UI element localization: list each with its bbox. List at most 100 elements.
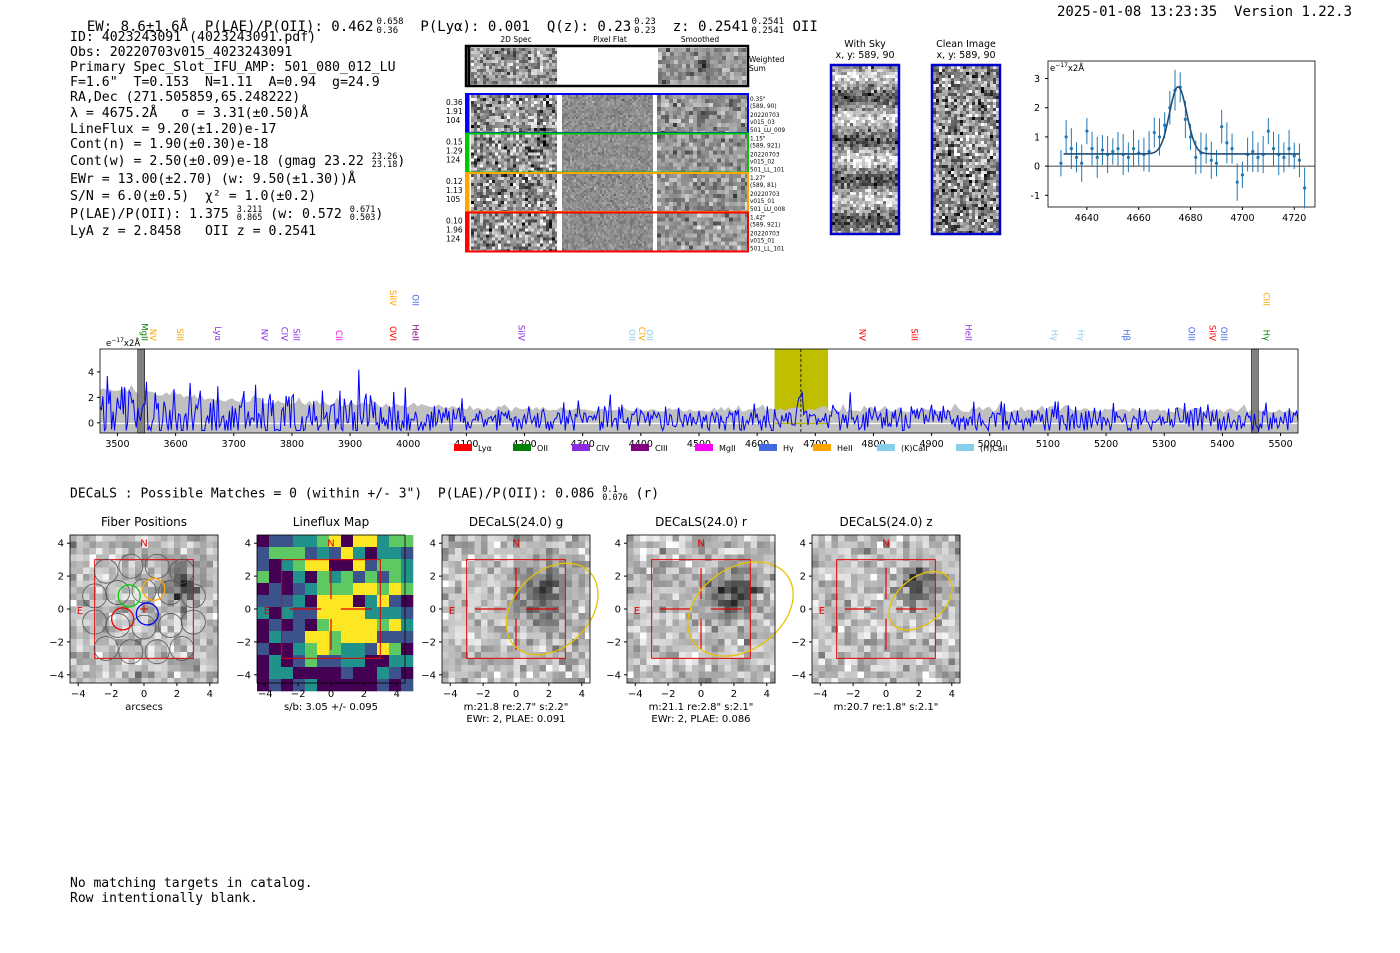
info-primary: Primary Spec_Slot_IFU_AMP: 501_080_012_L… <box>70 60 396 75</box>
lineflux-cell <box>329 679 342 692</box>
info-sn: S/N = 6.0(±0.5) χ² = 1.0(±0.2) <box>70 189 317 204</box>
panel-ellipse-4 <box>888 570 953 631</box>
line-label-3: Lyα <box>212 326 222 341</box>
fiber-circle <box>180 609 206 635</box>
row-1-gap2 <box>653 134 657 172</box>
row-1-detail-4: v015_02 <box>750 160 775 166</box>
zoom-data-point <box>1214 161 1219 165</box>
panel-ytick-label: −2 <box>236 637 251 648</box>
with-sky-title: With Sky <box>844 39 886 50</box>
lineflux-cell <box>377 571 390 584</box>
weighted-pixel-flat <box>557 48 655 84</box>
lineflux-cell <box>353 631 366 644</box>
lineflux-cell <box>281 559 294 572</box>
lineflux-cell <box>257 655 270 668</box>
fiber-circle <box>180 583 206 609</box>
weighted-label-2: Sum <box>749 64 766 73</box>
panel-xtick-label: 2 <box>731 689 737 700</box>
decals-matches: DECaLS : Possible Matches = 0 (within +/… <box>70 485 660 503</box>
zoom-xtick-label-0: 4640 <box>1075 213 1099 224</box>
zoom-data-point <box>1297 158 1302 162</box>
lineflux-cell <box>293 595 306 608</box>
lineflux-cell <box>401 655 414 668</box>
row-0-detail-2: (589, 90) <box>750 104 777 110</box>
zoom-ylabel: e−17x2Å <box>1050 62 1084 74</box>
full-ytick-label-0: 0 <box>88 418 94 429</box>
lineflux-cell <box>389 559 402 572</box>
lineflux-cell <box>341 655 354 668</box>
zoom-ytick-label-4: 3 <box>1034 74 1040 85</box>
lineflux-cell <box>365 535 378 548</box>
lineflux-cell <box>305 595 318 608</box>
panel-xtick-label: 0 <box>883 689 889 700</box>
lineflux-cell <box>329 607 342 620</box>
lineflux-cell <box>317 667 330 680</box>
full-xtick-label-3: 3800 <box>280 439 304 450</box>
fiber-circle <box>82 583 108 609</box>
line-label-24: OIII <box>1218 327 1228 341</box>
zoom-data-point <box>1111 149 1115 154</box>
lineflux-cell <box>293 643 306 656</box>
panel-xtick-label: 0 <box>698 689 704 700</box>
lineflux-cell <box>317 595 330 608</box>
lineflux-cell <box>353 535 366 548</box>
lineflux-cell <box>293 679 306 692</box>
lineflux-cell <box>281 547 294 560</box>
lineflux-cell <box>341 547 354 560</box>
lineflux-cell <box>269 655 282 668</box>
lineflux-cell <box>365 667 378 680</box>
row-1-weight-2: 1.29 <box>446 147 463 156</box>
panel-ytick-label: 0 <box>800 605 806 616</box>
lineflux-cell <box>281 619 294 632</box>
info-lineflux: LineFlux = 9.20(±1.20)e-17 <box>70 122 277 137</box>
lineflux-cell <box>365 559 378 572</box>
panel-title-2: DECaLS(24.0) g <box>469 515 563 529</box>
panel-caption1-0: arcsecs <box>125 702 163 713</box>
lineflux-cell <box>329 667 342 680</box>
row-2-gap2 <box>653 174 657 211</box>
with-sky-image <box>832 66 899 235</box>
lineflux-cell <box>389 631 402 644</box>
panel-ytick-label: 2 <box>245 572 251 583</box>
lineflux-cell <box>293 535 306 548</box>
full-xtick-label-17: 5200 <box>1094 439 1118 450</box>
legend-swatch-5 <box>759 444 777 451</box>
lineflux-cell <box>269 595 282 608</box>
panel-xtick-label: −2 <box>476 689 491 700</box>
info-lya: LyA z = 2.8458 OII z = 0.2541 <box>70 224 317 239</box>
zoom-data-point <box>1080 161 1084 165</box>
panel-xtick-label: 0 <box>513 689 519 700</box>
panel-ytick-label: −4 <box>49 670 64 681</box>
lineflux-cell <box>341 667 354 680</box>
row-3-pixel-flat <box>562 213 655 251</box>
lineflux-cell <box>353 595 366 608</box>
header-plya: P(Lyα): 0.001 <box>420 19 530 35</box>
fiber-circle <box>105 613 131 638</box>
line-label-23: SiIV <box>1207 325 1217 341</box>
row-0-weight-3: 104 <box>446 116 461 125</box>
lineflux-cell <box>317 607 330 620</box>
legend-label-0: Lyα <box>478 444 492 453</box>
line-label-19: Hγ <box>1048 330 1058 341</box>
lineflux-cell <box>257 547 270 560</box>
lineflux-cell <box>293 655 306 668</box>
full-xtick-label-4: 3900 <box>338 439 362 450</box>
row-0-weight-2: 1.91 <box>446 107 463 116</box>
zoom-data-point <box>1240 173 1245 177</box>
row-2-weight-1: 0.12 <box>446 177 463 186</box>
lineflux-cell <box>281 655 294 668</box>
panel-xtick-label: −2 <box>291 689 306 700</box>
lineflux-cell <box>269 583 282 596</box>
panel-xtick-label: 2 <box>361 689 367 700</box>
lineflux-cell <box>353 679 366 692</box>
line-label-8: OVI <box>387 326 397 341</box>
lineflux-cell <box>281 535 294 548</box>
legend-label-5: Hγ <box>783 444 794 453</box>
row-2-detail-2: (589, 81) <box>750 183 777 189</box>
row-0-2d-spec <box>471 95 558 133</box>
lineflux-cell <box>365 583 378 596</box>
lineflux-cell <box>281 679 294 692</box>
panel-ytick-label: 4 <box>245 539 251 550</box>
panel-ytick-label: −2 <box>49 637 64 648</box>
lineflux-cell <box>389 583 402 596</box>
